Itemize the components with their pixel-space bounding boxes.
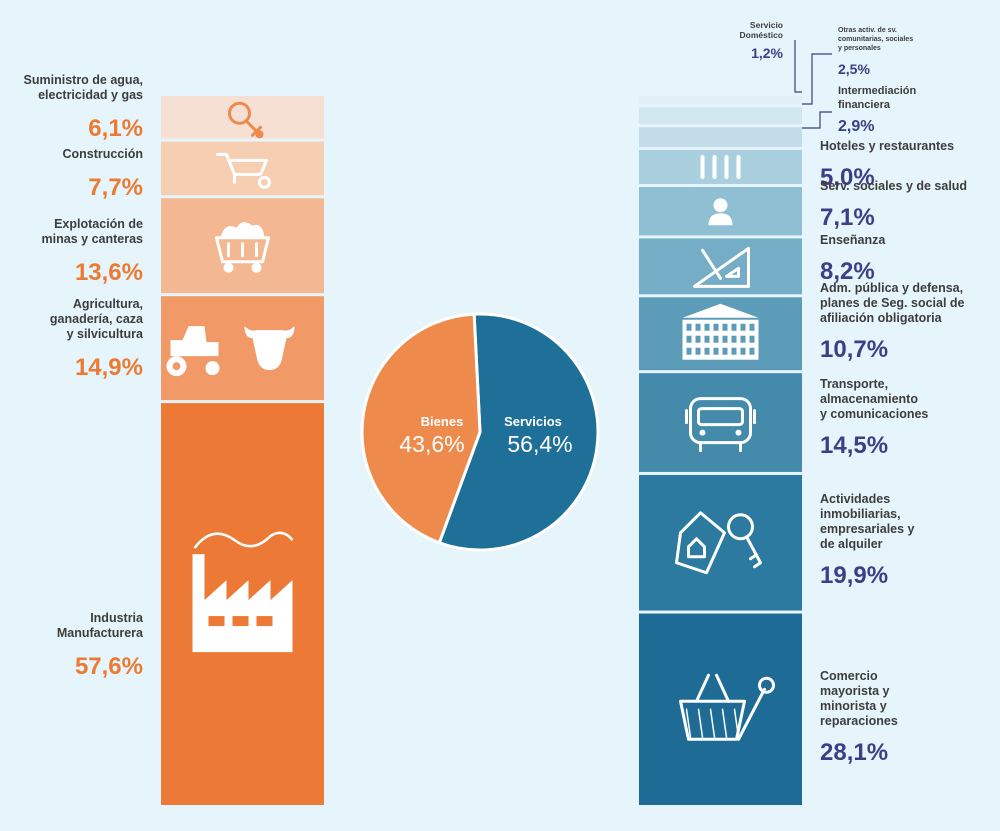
bar-rect [639,149,802,185]
services-value: 10,7% [820,336,888,363]
bar-rect [639,96,802,105]
goods-label-line: electricidad y gas [38,88,143,102]
services-label-line: Enseñanza [820,233,886,247]
bar-rect [161,141,324,196]
bar-segment-serv-sociales-y-de-salud: Serv. sociales y de salud 7,1% [639,179,967,236]
goods-label-line: Agricultura, [73,297,143,311]
services-label-line: almacenamiento [820,392,918,406]
bar-segment-otras-activ-de-sv-comunitarias-sociales-y-personales: Otras activ. de sv. comunitarias, sociale… [639,27,913,125]
callout-line [802,111,832,129]
bar-rect [639,107,802,125]
house-keys-icon [675,511,762,575]
services-value: 8,2% [820,258,875,285]
bar-segment-ensenanza: Enseñanza 8,2% [639,233,886,295]
pie-slice-servicios [437,312,600,552]
services-label-line: afiliación obligatoria [820,311,943,325]
factory-icon [192,531,294,653]
bar-segment-intermediacion-financiera: Intermediación financiera 2,9% [639,85,917,147]
services-label-line: Serv. sociales y de salud [820,179,967,193]
callout-line [802,53,832,105]
services-label-line: Otras activ. de sv. [838,27,897,34]
services-value: 5,0% [820,164,875,191]
tractor-cow-icon [166,326,295,377]
government-building-icon [682,303,759,360]
basket-wrench-icon [679,673,775,741]
services-label-line: Intermediación [838,85,917,97]
services-label-line: minorista y [820,699,887,713]
services-label-line: Hoteles y restaurantes [820,139,954,153]
services-label-line: reparaciones [820,714,898,728]
set-square-icon [693,246,750,288]
services-label-line: empresariales y [820,522,915,536]
cutlery-icon [700,155,741,179]
goods-value: 57,6% [75,653,143,680]
goods-label-line: y silvicultura [67,327,144,341]
services-label-line: financiera [838,99,891,111]
services-label-line: Doméstico [740,30,783,40]
services-value: 28,1% [820,739,888,766]
goods-value: 7,7% [88,174,143,201]
services-label-line: Transporte, [820,377,888,391]
goods-value: 13,6% [75,259,143,286]
callout-line [794,40,802,93]
bar-rect [639,613,802,805]
services-label-line: planes de Seg. social de [820,296,965,310]
services-value: 2,5% [838,61,870,77]
pie-label-servicios: Servicios [504,414,562,429]
pie-slice-bienes [360,312,482,545]
wheelbarrow-icon [216,152,271,189]
goods-label-line: Explotación de [54,217,143,231]
pie-value-servicios: 56,4% [507,431,572,457]
goods-value: 14,9% [75,354,143,381]
bar-segment-construccion: Construcción 7,7% [62,141,324,201]
services-label-line: mayorista y [820,684,890,698]
goods-label-line: Suministro de agua, [24,73,143,87]
services-value: 14,5% [820,432,888,459]
goods-label-line: Construcción [62,147,143,161]
lightbulb-icon [228,101,264,139]
pie-label-bienes: Bienes [421,414,464,429]
pie-value-bienes: 43,6% [399,431,464,457]
services-value: 1,2% [751,45,783,61]
goods-label-line: Manufacturera [57,626,144,640]
bus-icon [685,397,756,453]
services-label-line: y comunicaciones [820,407,928,421]
bar-rect [639,373,802,472]
services-label-line: Adm. pública y defensa, [820,281,963,295]
services-value: 2,9% [838,118,874,135]
bar-segment-hoteles-y-restaurantes: Hoteles y restaurantes 5,0% [639,139,954,191]
pie-chart: Bienes 43,6% Servicios 56,4% [360,312,600,552]
goods-label-line: ganadería, caza [50,312,144,326]
bar-segment-suministro-de-agua-electricidad-y-gas: Suministro de agua,electricidad y gas 6,1… [24,73,324,142]
mine-cart-icon [215,222,270,273]
services-label-line: comunitarias, sociales [838,36,913,43]
goods-value: 6,1% [88,115,143,142]
services-label-line: de alquiler [820,537,883,551]
goods-label-line: Industria [90,611,144,625]
services-value: 19,9% [820,562,888,589]
services-label-line: Comercio [820,669,878,683]
nurse-icon [708,198,733,226]
services-label-line: y personales [838,45,881,52]
services-value: 7,1% [820,204,875,231]
services-label-line: Actividades [820,492,890,506]
services-label-line: Servicio [750,20,783,30]
services-label-line: inmobiliarias, [820,507,901,521]
bar-rect [639,127,802,147]
goods-label-line: minas y canteras [42,232,143,246]
bar-segment-adm-publica-y-defensa-planes-de-seg-social-de-afiliacion-obligatoria: Adm. pública y defensa,planes de Seg. so… [639,281,965,371]
